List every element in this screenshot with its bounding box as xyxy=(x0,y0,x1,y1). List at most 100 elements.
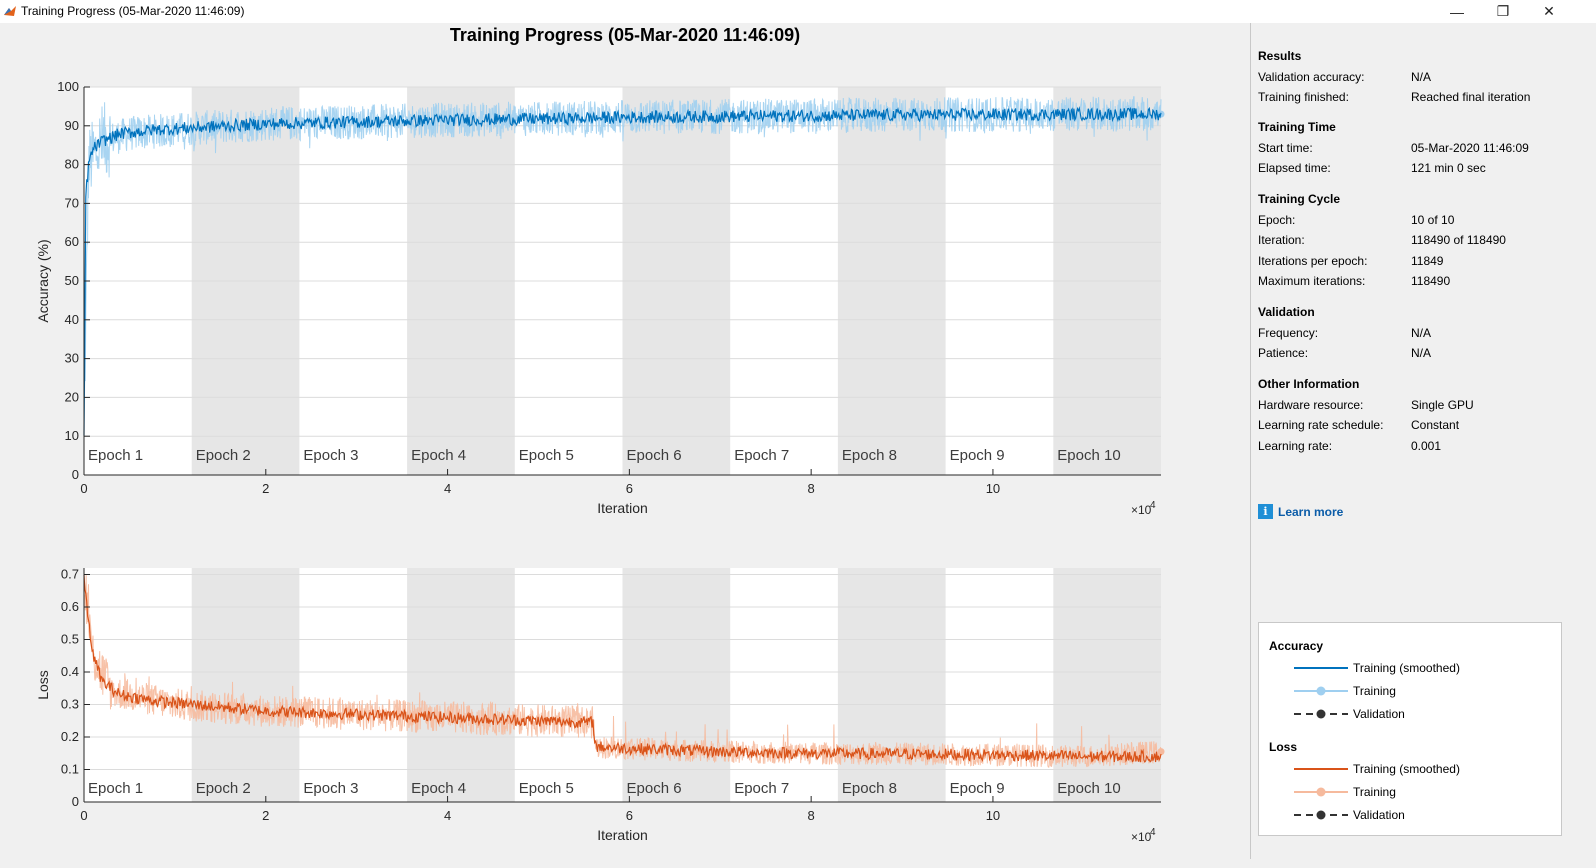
epoch-label: Epoch 7 xyxy=(734,447,789,464)
epoch-label: Epoch 1 xyxy=(88,780,143,797)
info-label: Training finished: xyxy=(1258,90,1349,104)
epoch-label: Epoch 6 xyxy=(627,780,682,797)
x-tick-label: 10 xyxy=(986,481,1000,496)
legend-heading: Accuracy xyxy=(1269,639,1324,653)
x-tick-label: 6 xyxy=(626,808,633,823)
legend-item: Validation xyxy=(1294,807,1554,823)
y-tick-label: 100 xyxy=(57,79,79,94)
x-exponent-power: 4 xyxy=(1150,827,1156,838)
info-label: Start time: xyxy=(1258,140,1313,155)
y-tick-label: 0.6 xyxy=(61,599,79,614)
x-tick-label: 4 xyxy=(444,481,451,496)
info-value: 11849 xyxy=(1411,253,1444,268)
info-label: Frequency: xyxy=(1258,325,1319,340)
x-tick-label: 8 xyxy=(808,808,815,823)
epoch-label: Epoch 4 xyxy=(411,447,466,464)
section-heading: Training Time xyxy=(1258,120,1336,134)
info-label: Learning rate schedule: xyxy=(1258,418,1384,432)
y-tick-label: 70 xyxy=(65,195,79,210)
epoch-band xyxy=(407,568,515,802)
restore-icon: ❐ xyxy=(1496,3,1510,19)
info-label: Learning rate: xyxy=(1258,438,1333,453)
x-exponent-label: ×10 xyxy=(1131,830,1152,844)
legend-label: Training (smoothed) xyxy=(1353,762,1460,776)
section-heading: Results xyxy=(1258,49,1302,63)
info-label: Patience: xyxy=(1258,346,1309,360)
minimize-button[interactable]: — xyxy=(1434,0,1480,23)
x-tick-label: 4 xyxy=(444,808,451,823)
y-axis-label: Loss xyxy=(35,670,51,700)
legend-label: Validation xyxy=(1353,707,1405,721)
info-value: 10 of 10 xyxy=(1411,212,1455,227)
window-title: Training Progress (05-Mar-2020 11:46:09) xyxy=(21,4,245,18)
y-tick-label: 0.5 xyxy=(61,632,79,647)
info-value: N/A xyxy=(1411,325,1432,340)
minimize-icon: — xyxy=(1450,3,1464,20)
info-value: N/A xyxy=(1411,69,1432,84)
y-tick-label: 0.4 xyxy=(61,664,79,679)
y-axis-label: Accuracy (%) xyxy=(35,239,51,322)
epoch-label: Epoch 2 xyxy=(196,780,251,797)
y-tick-label: 0 xyxy=(72,794,79,809)
epoch-label: Epoch 5 xyxy=(519,780,574,797)
info-value: Constant xyxy=(1411,418,1460,432)
x-tick-label: 0 xyxy=(80,481,87,496)
legend-swatch xyxy=(1294,686,1348,696)
epoch-label: Epoch 3 xyxy=(303,447,358,464)
legend-label: Training xyxy=(1353,785,1396,799)
smoothed-series-line xyxy=(83,106,1162,436)
epoch-label: Epoch 8 xyxy=(842,447,897,464)
section-heading: Training Cycle xyxy=(1258,192,1341,206)
epoch-label: Epoch 6 xyxy=(627,447,682,464)
close-icon: ✕ xyxy=(1543,3,1555,19)
info-label: Maximum iterations: xyxy=(1258,274,1366,288)
epoch-label: Epoch 9 xyxy=(950,780,1005,797)
y-tick-label: 60 xyxy=(65,234,79,249)
legend-item: Training (smoothed) xyxy=(1294,761,1554,777)
info-value: 05-Mar-2020 11:46:09 xyxy=(1411,140,1529,155)
smoothed-series-line xyxy=(83,575,1162,763)
info-label: Iteration: xyxy=(1258,233,1305,247)
matlab-app-icon xyxy=(4,6,16,16)
learn-more-link[interactable]: i Learn more xyxy=(1258,504,1343,519)
plot-area: Training Progress (05-Mar-2020 11:46:09)… xyxy=(0,23,1250,859)
legend-swatch xyxy=(1294,709,1348,719)
epoch-label: Epoch 4 xyxy=(411,780,466,797)
y-tick-label: 0.1 xyxy=(61,762,79,777)
y-tick-label: 0.2 xyxy=(61,729,79,744)
legend-label: Training xyxy=(1353,684,1396,698)
legend-heading: Loss xyxy=(1269,740,1298,754)
epoch-band xyxy=(837,568,946,802)
info-value: 121 min 0 sec xyxy=(1411,161,1486,175)
plot-title: Training Progress (05-Mar-2020 11:46:09) xyxy=(449,25,801,45)
legend-item: Validation xyxy=(1294,706,1554,722)
x-axis-label: Iteration xyxy=(597,827,648,843)
legend-label: Validation xyxy=(1353,808,1405,822)
training-series-line xyxy=(83,96,1162,425)
x-tick-label: 0 xyxy=(80,808,87,823)
info-value: 0.001 xyxy=(1411,438,1442,453)
epoch-band xyxy=(1053,568,1161,802)
info-value: N/A xyxy=(1411,346,1432,360)
y-tick-label: 50 xyxy=(65,273,79,288)
info-value: 118490 of 118490 xyxy=(1411,233,1506,247)
y-tick-label: 0 xyxy=(72,467,79,482)
info-label: Validation accuracy: xyxy=(1258,69,1365,84)
legend-swatch xyxy=(1294,810,1348,820)
y-tick-label: 80 xyxy=(65,157,79,172)
y-tick-label: 0.7 xyxy=(61,567,79,582)
title-bar: Training Progress (05-Mar-2020 11:46:09)… xyxy=(0,0,1596,23)
x-tick-label: 2 xyxy=(262,808,269,823)
epoch-label: Epoch 3 xyxy=(303,780,358,797)
info-label: Hardware resource: xyxy=(1258,397,1364,412)
legend-item: Training xyxy=(1294,784,1554,800)
info-label: Epoch: xyxy=(1258,212,1296,227)
epoch-label: Epoch 10 xyxy=(1057,780,1120,797)
restore-button[interactable]: ❐ xyxy=(1480,0,1526,23)
close-button[interactable]: ✕ xyxy=(1526,0,1572,23)
legend-swatch xyxy=(1294,787,1348,797)
info-label: Elapsed time: xyxy=(1258,161,1331,175)
legend-item: Training xyxy=(1294,683,1554,699)
section-heading: Validation xyxy=(1258,305,1315,319)
